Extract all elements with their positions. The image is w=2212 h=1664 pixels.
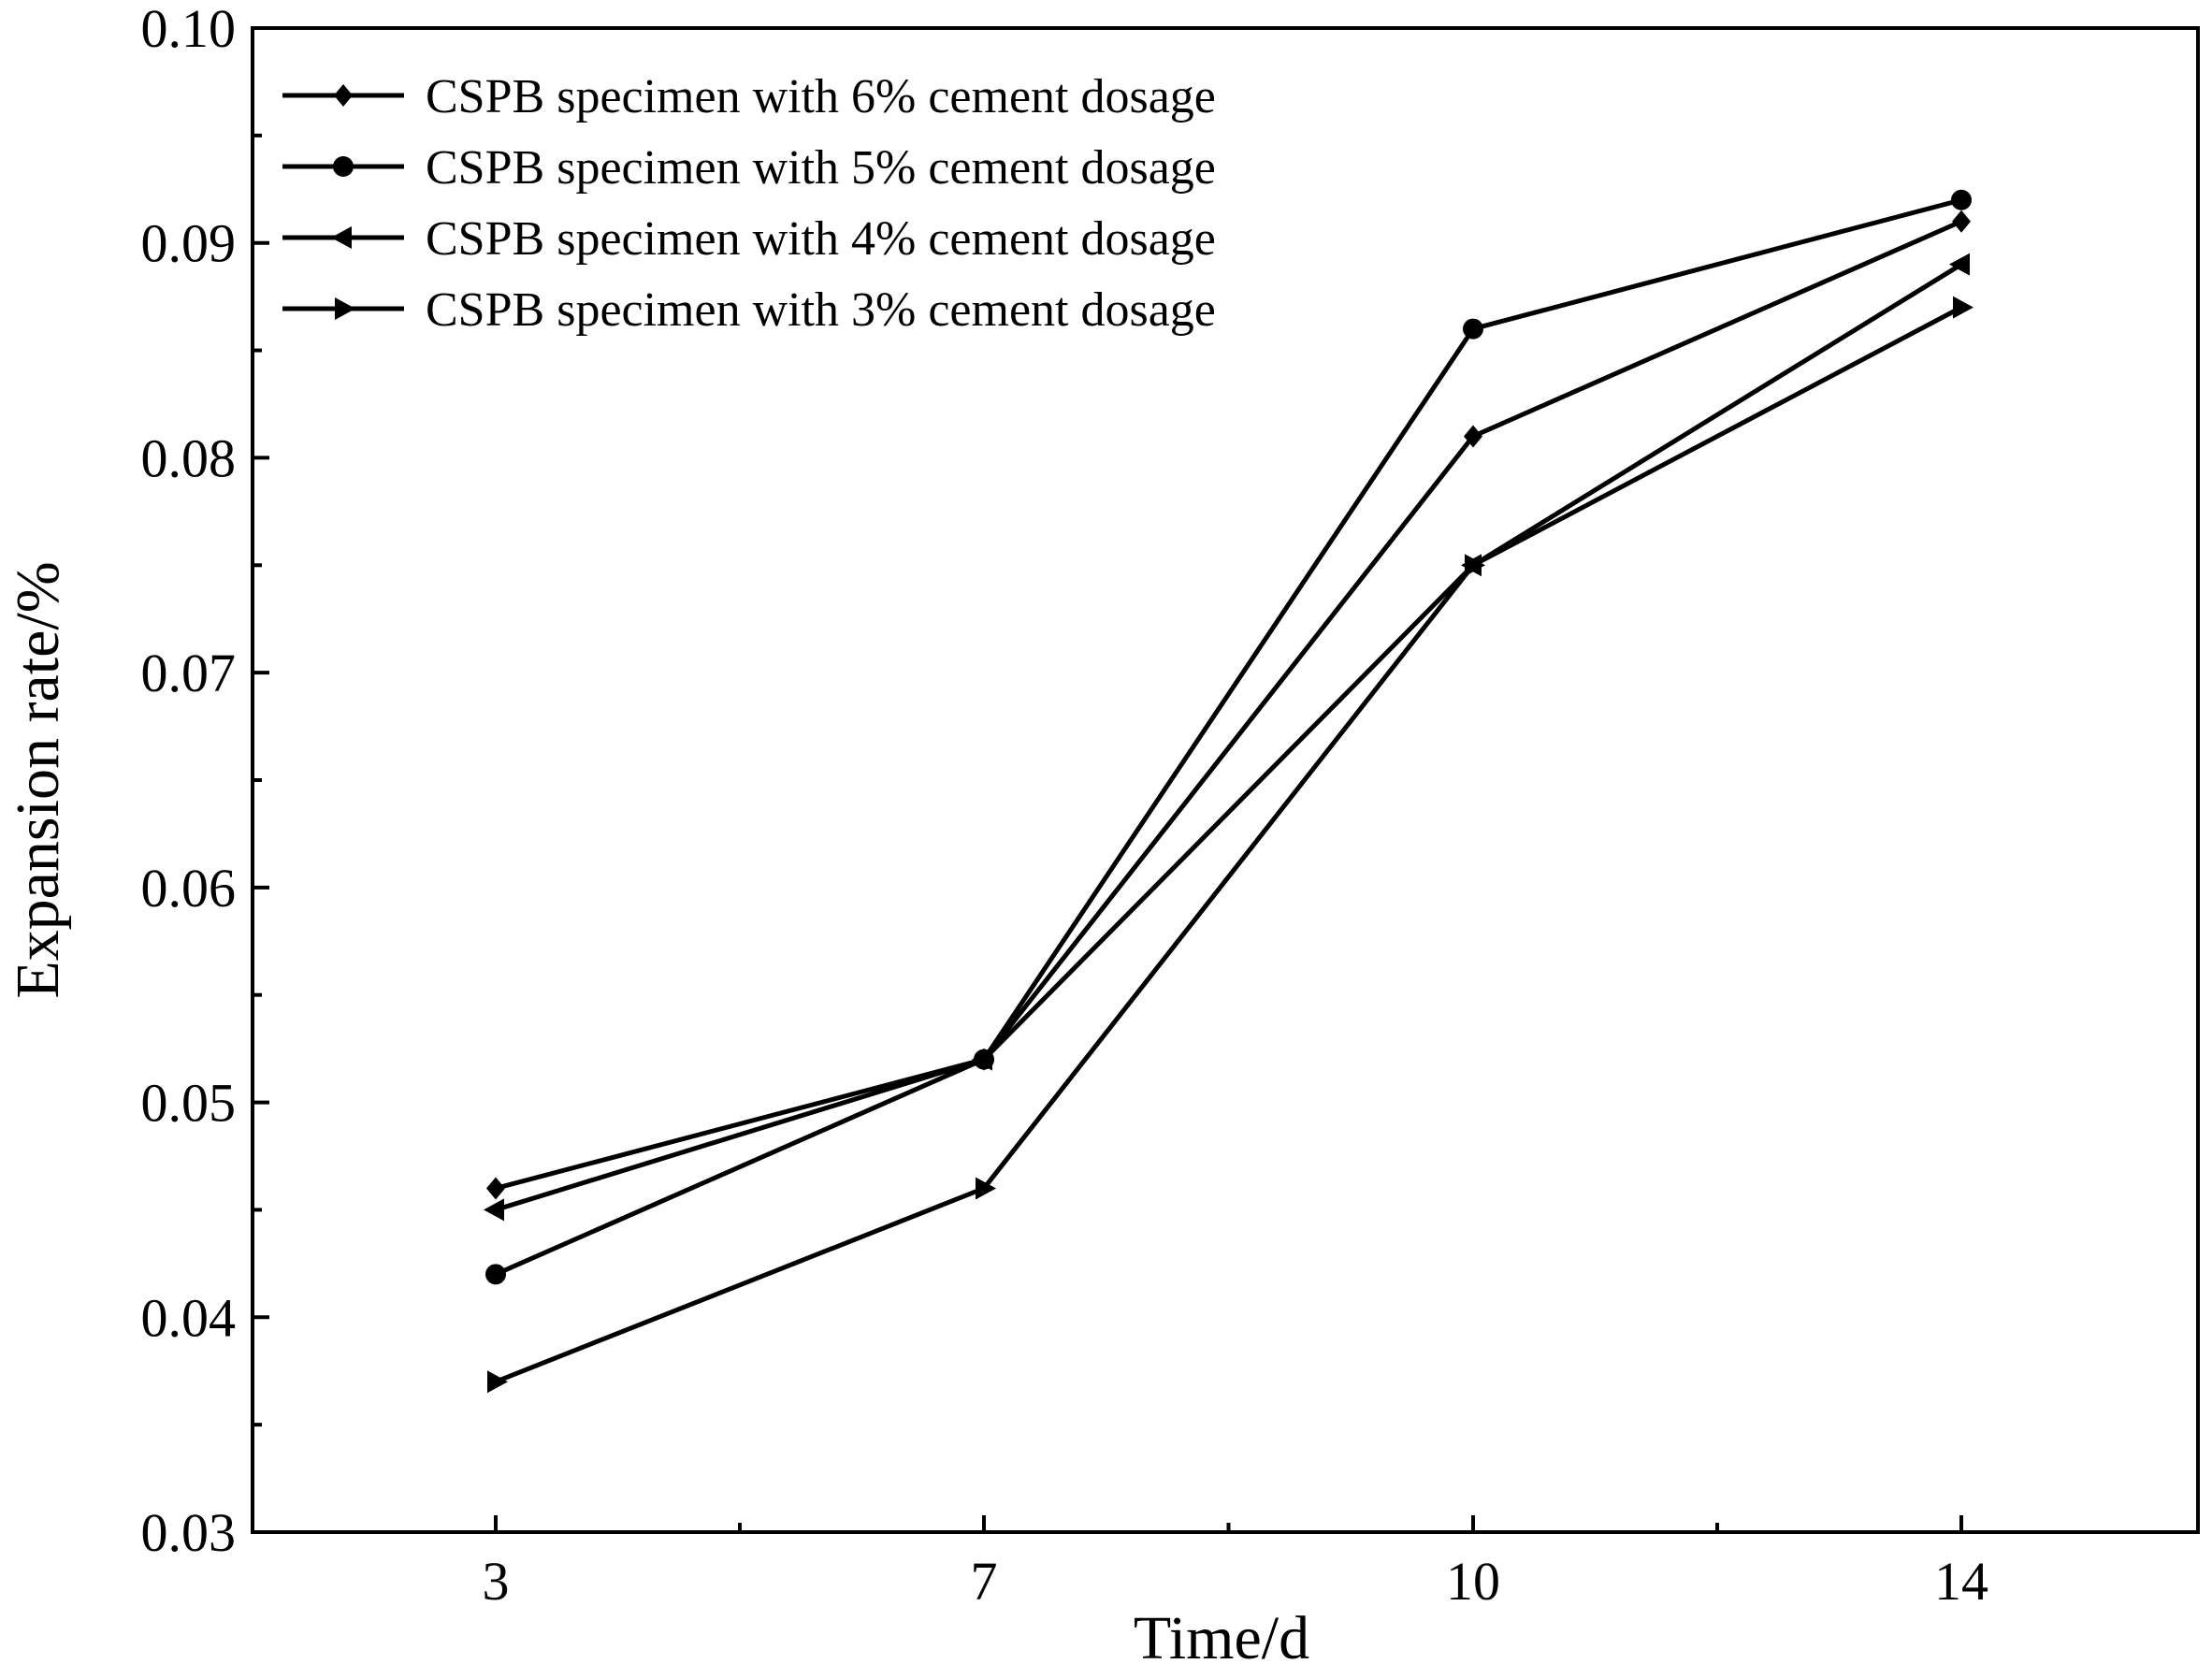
- y-tick-label: 0.09: [141, 213, 237, 274]
- legend: CSPB specimen with 6% cement dosage CSPB …: [282, 70, 1216, 337]
- series-layer: [484, 189, 1973, 1394]
- y-axis-title: Expansion rate/%: [4, 561, 72, 998]
- legend-marker: [331, 226, 352, 249]
- series-4: [487, 296, 1973, 1394]
- y-tick-label: 0.08: [141, 427, 237, 488]
- legend-marker: [333, 156, 354, 177]
- axis-ticks: 0.03 0.04 0.05 0.06 0.07 0.08 0.09 0.10 3 7 10 14: [141, 0, 1989, 1612]
- x-tick-label: 14: [1934, 1551, 1988, 1612]
- y-tick-label: 0.10: [141, 0, 237, 59]
- y-tick-label: 0.06: [141, 858, 237, 919]
- legend-label: CSPB specimen with 5% cement dosage: [426, 141, 1216, 195]
- legend-label: CSPB specimen with 4% cement dosage: [426, 212, 1216, 266]
- y-tick-label: 0.04: [141, 1287, 237, 1348]
- series-line: [495, 305, 1963, 1384]
- x-tick-label: 10: [1446, 1551, 1500, 1612]
- data-point: [485, 1264, 506, 1285]
- x-axis-title: Time/d: [1134, 1604, 1309, 1664]
- series-1: [486, 210, 1971, 1200]
- data-point: [484, 1198, 504, 1222]
- data-point: [972, 1048, 992, 1071]
- data-point: [1951, 189, 1972, 210]
- series-2: [485, 189, 1972, 1285]
- data-point: [1952, 210, 1971, 233]
- data-point: [1949, 253, 1970, 276]
- x-tick-label: 3: [483, 1551, 510, 1612]
- data-point: [1464, 425, 1482, 448]
- y-tick-label: 0.03: [141, 1502, 237, 1563]
- data-point: [486, 1177, 505, 1200]
- data-point: [487, 1370, 508, 1394]
- data-point: [976, 1177, 996, 1200]
- legend-marker: [335, 297, 355, 320]
- series-line: [494, 197, 1962, 1277]
- y-tick-label: 0.07: [141, 643, 237, 703]
- legend-marker: [334, 84, 353, 107]
- data-point: [1463, 318, 1483, 340]
- x-tick-label: 7: [971, 1551, 998, 1612]
- legend-label: CSPB specimen with 6% cement dosage: [426, 70, 1216, 123]
- series-line: [495, 262, 1963, 1212]
- series-3: [484, 253, 1970, 1222]
- legend-label: CSPB specimen with 3% cement dosage: [426, 283, 1216, 337]
- data-point: [1953, 296, 1973, 319]
- series-line: [495, 219, 1963, 1191]
- data-point: [1465, 554, 1485, 577]
- y-tick-label: 0.05: [141, 1073, 237, 1134]
